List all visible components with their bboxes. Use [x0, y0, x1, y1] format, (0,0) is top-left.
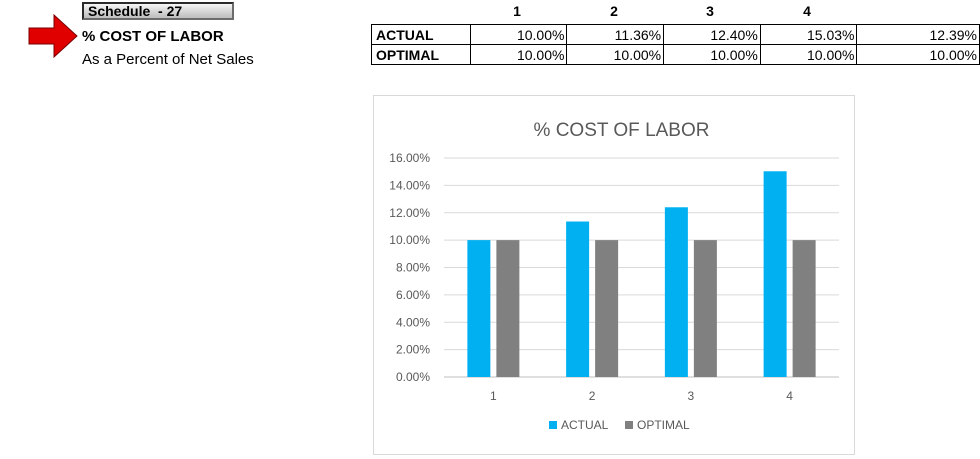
y-tick-label: 8.00%	[396, 261, 430, 275]
table-row-actual: ACTUAL 10.00% 11.36% 12.40% 15.03% 12.39…	[371, 24, 980, 45]
bar-optimal-4	[792, 240, 816, 377]
x-tick-label: 4	[786, 389, 793, 403]
page-title: % COST OF LABOR	[82, 28, 224, 45]
row-label: OPTIMAL	[371, 44, 471, 65]
table-cell: 10.00%	[469, 44, 568, 65]
y-tick-label: 2.00%	[396, 343, 430, 357]
table-cell: 10.00%	[759, 44, 858, 65]
row-label: ACTUAL	[371, 24, 471, 45]
red-arrow-icon	[28, 14, 78, 58]
data-table: ACTUAL 10.00% 11.36% 12.40% 15.03% 12.39…	[371, 24, 980, 65]
table-cell: 10.00%	[469, 24, 568, 45]
page-subtitle: As a Percent of Net Sales	[82, 51, 254, 68]
y-tick-label: 0.00%	[396, 370, 430, 384]
bar-actual-4	[763, 171, 787, 377]
table-cell: 11.36%	[566, 24, 665, 45]
column-header-1: 1	[513, 3, 521, 19]
x-tick-label: 2	[589, 389, 596, 403]
bar-chart: % COST OF LABOR 0.00% 2.00% 4.00% 6.00% 8.00%…	[389, 120, 839, 432]
legend-label-optimal: OPTIMAL	[637, 418, 690, 432]
bar-optimal-2	[595, 240, 619, 377]
bar-actual-1	[467, 240, 491, 377]
y-tick-label: 12.00%	[389, 206, 430, 220]
column-header-4: 4	[803, 3, 811, 19]
table-cell: 15.03%	[759, 24, 858, 45]
column-header-3: 3	[706, 3, 714, 19]
chart-container: % COST OF LABOR 0.00% 2.00% 4.00% 6.00% 8.00%…	[373, 95, 855, 455]
y-tick-label: 10.00%	[389, 233, 430, 247]
y-tick-label: 4.00%	[396, 315, 430, 329]
y-tick-label: 14.00%	[389, 178, 430, 192]
table-cell: 10.00%	[856, 44, 980, 65]
table-cell: 12.39%	[856, 24, 980, 45]
legend-swatch-actual	[549, 421, 557, 429]
y-tick-label: 16.00%	[389, 151, 430, 165]
table-cell: 12.40%	[663, 24, 761, 45]
bar-actual-3	[664, 207, 688, 377]
table-row-optimal: OPTIMAL 10.00% 10.00% 10.00% 10.00% 10.0…	[371, 44, 980, 65]
chart-title: % COST OF LABOR	[534, 120, 710, 141]
legend-swatch-optimal	[625, 421, 633, 429]
table-cell: 10.00%	[566, 44, 665, 65]
legend-label-actual: ACTUAL	[561, 418, 609, 432]
y-tick-label: 6.00%	[396, 288, 430, 302]
bar-optimal-3	[693, 240, 717, 377]
bar-optimal-1	[496, 240, 520, 377]
x-tick-label: 1	[490, 389, 497, 403]
x-tick-label: 3	[688, 389, 695, 403]
table-cell: 10.00%	[663, 44, 761, 65]
column-header-2: 2	[610, 3, 618, 19]
schedule-badge: Schedule - 27	[82, 2, 234, 20]
bar-actual-2	[566, 221, 590, 377]
